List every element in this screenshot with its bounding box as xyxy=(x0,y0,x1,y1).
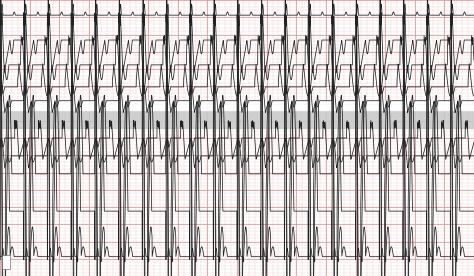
Bar xyxy=(0,110,474,128)
Bar xyxy=(2,255,10,269)
Bar xyxy=(0,101,474,110)
